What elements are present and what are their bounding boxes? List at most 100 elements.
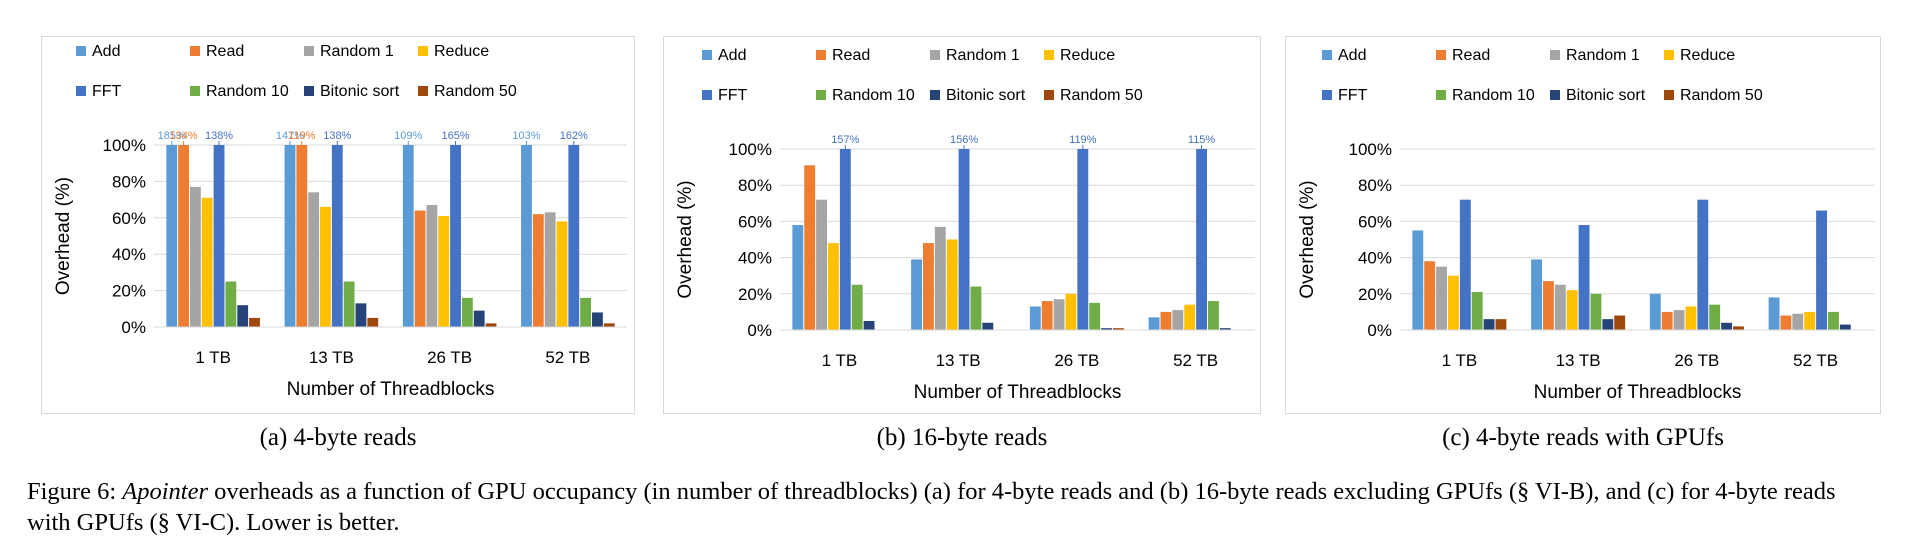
x-tick-label: 13 TB bbox=[936, 351, 981, 370]
bar bbox=[178, 145, 189, 327]
legend-swatch bbox=[1550, 90, 1560, 100]
data-label: 134% bbox=[169, 130, 197, 142]
bar bbox=[839, 149, 851, 330]
bar bbox=[1792, 313, 1804, 330]
bar bbox=[237, 305, 249, 327]
x-tick-label: 1 TB bbox=[822, 351, 858, 370]
legend-label: FFT bbox=[718, 87, 748, 104]
x-tick-label: 1 TB bbox=[1442, 351, 1478, 370]
bar bbox=[1709, 304, 1721, 330]
bar bbox=[1041, 301, 1053, 330]
x-axis-label: Number of Threadblocks bbox=[287, 379, 495, 400]
legend-label: Random 10 bbox=[206, 83, 289, 100]
legend-label: FFT bbox=[92, 83, 122, 100]
bar bbox=[1184, 304, 1196, 330]
x-tick-label: 26 TB bbox=[1674, 351, 1719, 370]
bar bbox=[1089, 302, 1101, 330]
bar bbox=[804, 165, 816, 330]
subcaption-b: (b) 16-byte reads bbox=[876, 424, 1048, 451]
x-tick-label: 52 TB bbox=[1173, 351, 1218, 370]
bar bbox=[1697, 199, 1709, 330]
figure-caption-text: overheads as a function of GPU occupancy… bbox=[27, 478, 1836, 536]
y-tick-label: 40% bbox=[112, 245, 146, 264]
legend-label: Read bbox=[206, 43, 244, 60]
bar bbox=[166, 145, 178, 327]
legend-swatch bbox=[304, 86, 314, 96]
bar bbox=[521, 145, 532, 327]
bar bbox=[450, 145, 461, 327]
legend-swatch bbox=[76, 86, 86, 96]
legend-label: Random 1 bbox=[946, 47, 1020, 64]
bar bbox=[1649, 293, 1661, 330]
bar bbox=[828, 243, 839, 330]
legend: Add Read Random 1 Reduce FFT Random 10 Bitonic… bbox=[1322, 47, 1763, 104]
chart-b: 0% 20% 40% 60% 80% 100% Overhead (%) Number of … bbox=[675, 47, 1255, 403]
bar bbox=[485, 323, 497, 327]
bar bbox=[438, 215, 450, 327]
bar bbox=[284, 145, 296, 327]
bar bbox=[461, 297, 473, 327]
bar bbox=[1554, 284, 1566, 330]
bar bbox=[1590, 293, 1602, 330]
bar bbox=[296, 145, 308, 327]
legend: Add Read Random 1 Reduce FFT Random 10 Bitonic… bbox=[702, 47, 1143, 104]
bar bbox=[213, 145, 225, 327]
bar bbox=[331, 145, 343, 327]
bar bbox=[426, 205, 438, 327]
y-axis-label: Overhead (%) bbox=[53, 177, 74, 295]
chart-panel-c: 0% 20% 40% 60% 80% 100% Overhead (%) Number of … bbox=[1285, 36, 1881, 414]
legend-swatch bbox=[1550, 50, 1560, 60]
bar bbox=[1172, 310, 1184, 330]
legend-swatch bbox=[190, 46, 200, 56]
y-tick-label: 80% bbox=[112, 172, 146, 191]
bar bbox=[568, 145, 580, 327]
legend-swatch bbox=[930, 50, 940, 60]
bar bbox=[816, 199, 827, 330]
bar bbox=[1839, 324, 1851, 330]
bar bbox=[1780, 315, 1792, 330]
bar bbox=[249, 317, 260, 327]
bar bbox=[851, 284, 863, 330]
data-label: 138% bbox=[205, 130, 233, 142]
bar bbox=[1721, 322, 1732, 330]
legend-label: Add bbox=[718, 47, 746, 64]
legend-label: Bitonic sort bbox=[320, 83, 400, 100]
bar bbox=[1602, 319, 1614, 330]
y-tick-label: 100% bbox=[103, 136, 146, 155]
x-tick-label: 1 TB bbox=[195, 348, 231, 367]
x-tick-label: 13 TB bbox=[1556, 351, 1601, 370]
legend-swatch bbox=[190, 86, 200, 96]
y-tick-label: 100% bbox=[1349, 140, 1392, 159]
bar bbox=[982, 322, 994, 330]
bar bbox=[592, 312, 603, 327]
y-tick-label: 20% bbox=[738, 285, 772, 304]
bar bbox=[1495, 319, 1507, 330]
y-tick-label: 60% bbox=[738, 212, 772, 231]
y-axis-label: Overhead (%) bbox=[1297, 180, 1318, 298]
bar bbox=[308, 192, 320, 327]
legend-label: Random 50 bbox=[1060, 87, 1143, 104]
bar bbox=[1459, 199, 1471, 330]
bar bbox=[320, 206, 331, 327]
y-axis-label: Overhead (%) bbox=[675, 180, 696, 298]
bar bbox=[958, 149, 970, 330]
bar bbox=[603, 323, 615, 327]
x-tick-label: 26 TB bbox=[427, 348, 472, 367]
bar bbox=[367, 317, 379, 327]
bar bbox=[1412, 230, 1424, 330]
bar bbox=[189, 186, 201, 327]
data-label: 115% bbox=[1188, 134, 1216, 146]
legend-label: Random 1 bbox=[320, 43, 394, 60]
bar bbox=[1816, 210, 1827, 330]
bar bbox=[1685, 306, 1697, 330]
legend-swatch bbox=[418, 86, 428, 96]
bar bbox=[1733, 326, 1744, 330]
chart-a: 0% 20% 40% 60% 80% 100% Overhead (%) Number of … bbox=[53, 43, 627, 400]
y-tick-label: 100% bbox=[729, 140, 772, 159]
legend-label: Read bbox=[1452, 47, 1490, 64]
legend-swatch bbox=[930, 90, 940, 100]
data-label: 138% bbox=[323, 130, 351, 142]
bar bbox=[532, 214, 544, 327]
y-tick-label: 80% bbox=[738, 176, 772, 195]
legend-label: Reduce bbox=[1060, 47, 1115, 64]
